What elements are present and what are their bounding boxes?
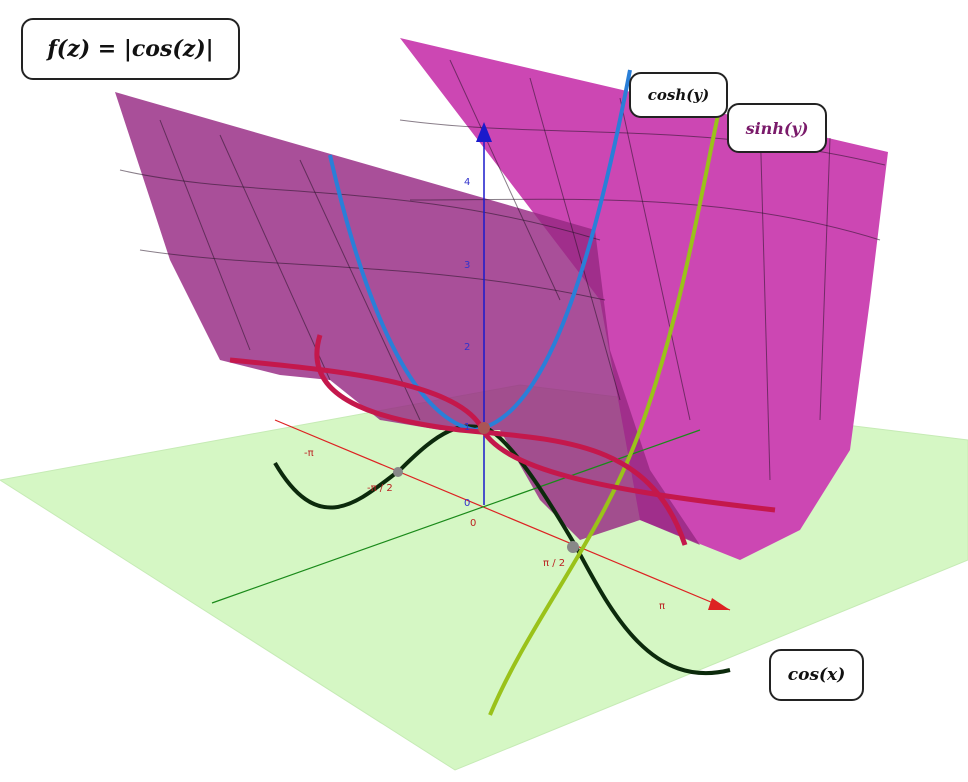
sinh-curve	[488, 114, 720, 716]
x-tick: π	[659, 601, 665, 612]
cos-label: cos(x)	[769, 649, 864, 701]
z-tick: 4	[464, 177, 470, 188]
z-arrow	[476, 122, 492, 142]
x-tick: -π / 2	[367, 483, 393, 494]
z-tick: 3	[464, 260, 470, 271]
point	[393, 467, 403, 477]
point	[478, 422, 490, 434]
x-axis	[274, 419, 731, 611]
red-curve-2	[314, 334, 688, 546]
function-label: f(z) = |cos(z)|	[21, 18, 240, 80]
x-tick: -π	[304, 448, 314, 459]
x-tick: π / 2	[543, 558, 565, 569]
x-tick: 0	[470, 518, 476, 529]
sinh-label: sinh(y)	[727, 103, 827, 153]
surface-mesh	[119, 59, 886, 481]
cosh-label: cosh(y)	[629, 72, 728, 118]
point	[567, 541, 579, 553]
surface-front	[115, 92, 700, 545]
x-arrow	[708, 598, 730, 610]
z-tick: 2	[464, 342, 470, 353]
surface-back	[400, 38, 888, 560]
z-tick: 0	[464, 498, 470, 509]
z-tick: 1	[464, 422, 470, 433]
